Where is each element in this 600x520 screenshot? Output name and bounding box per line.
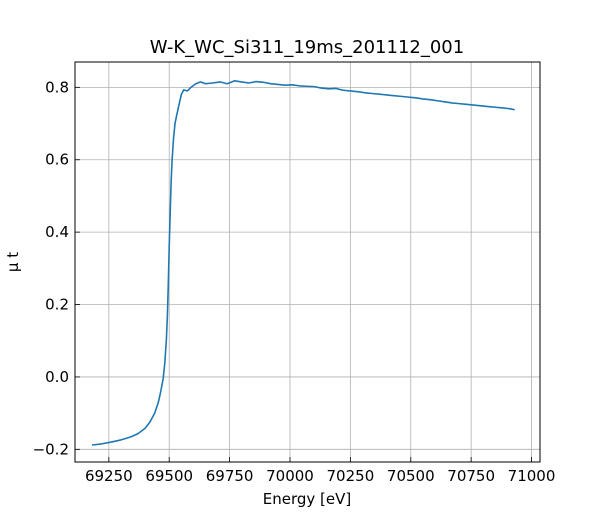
y-tick-label: 0.2	[45, 296, 69, 314]
x-tick-label: 70750	[447, 467, 495, 485]
y-tick-label: 0.4	[45, 223, 69, 241]
y-tick-label: 0.0	[45, 368, 69, 386]
series-line-0	[91, 80, 515, 446]
axis-ticks: 69250 69500 69750 70000 70250 70500 70750 71000…	[33, 78, 556, 485]
x-tick-label: 69750	[206, 467, 254, 485]
series-layer	[91, 80, 515, 446]
y-tick-label: −0.2	[33, 440, 69, 458]
x-tick-label: 70500	[387, 467, 435, 485]
y-tick-label: 0.6	[45, 151, 69, 169]
x-tick-label: 70250	[327, 467, 375, 485]
x-tick-label: 71000	[508, 467, 556, 485]
grid-lines	[75, 62, 540, 462]
y-axis-label: μ t	[4, 252, 22, 272]
chart-title: W-K_WC_Si311_19ms_201112_001	[150, 37, 464, 58]
x-tick-label: 70000	[266, 467, 314, 485]
x-tick-label: 69250	[85, 467, 133, 485]
y-tick-label: 0.8	[45, 78, 69, 96]
x-axis-label: Energy [eV]	[263, 490, 351, 508]
plot-frame	[74, 61, 541, 463]
x-tick-label: 69500	[145, 467, 193, 485]
